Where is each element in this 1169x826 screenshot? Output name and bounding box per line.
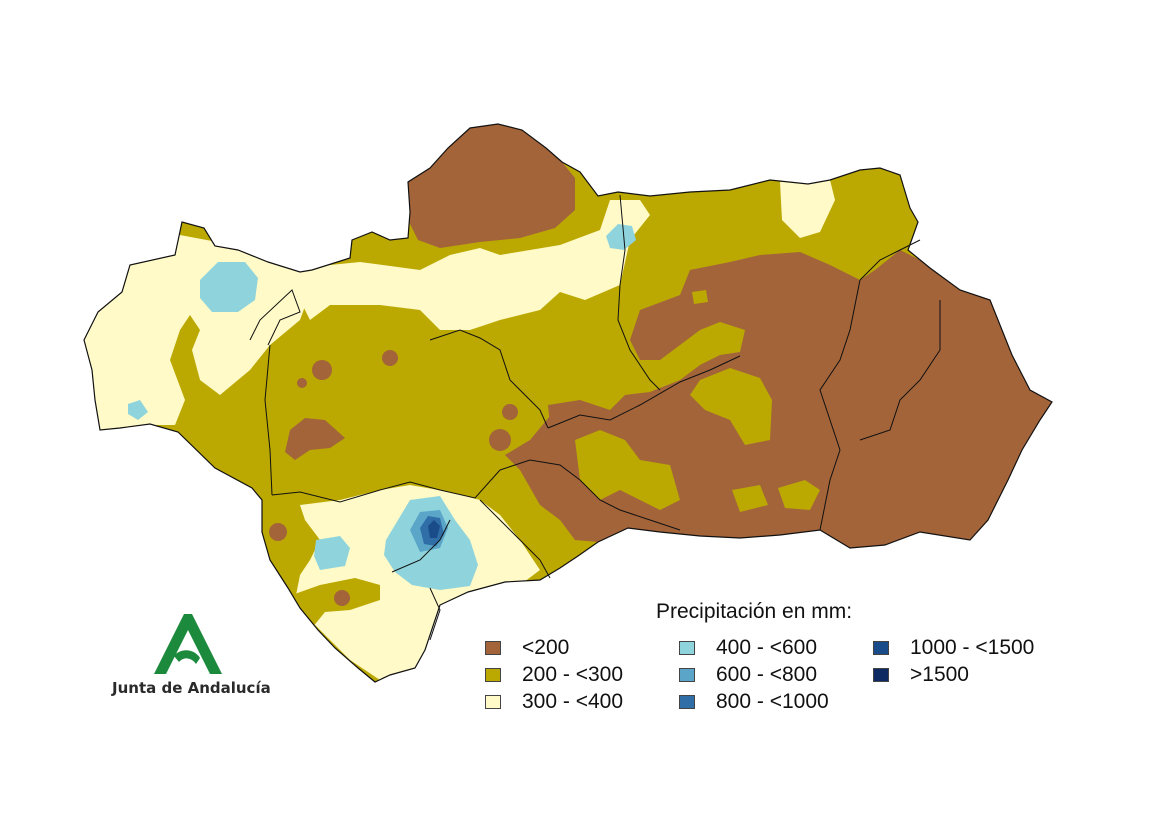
border-cordoba-jaen <box>617 194 661 391</box>
zone-200-300-east-2 <box>575 430 680 510</box>
zone-200-300-east-5 <box>692 290 708 304</box>
zone-lt200-sw-1 <box>269 523 287 541</box>
legend-label: 200 - <300 <box>522 663 624 686</box>
zone-300-400-north <box>300 200 650 330</box>
legend-item: 1000 - <1500 <box>873 636 1035 659</box>
zone-200-300-east-3 <box>732 485 768 512</box>
andalucia-outline <box>83 123 1053 683</box>
zone-200-300-east-1 <box>690 368 772 445</box>
legend-item: 800 - <1000 <box>679 690 829 713</box>
legend-title: Precipitación en mm: <box>656 600 853 623</box>
legend-label: >1500 <box>910 663 969 686</box>
border-cadiz-south <box>429 587 441 641</box>
border-cadiz-malaga <box>391 519 451 573</box>
zone-400-600-huelva <box>200 262 258 312</box>
legend-label: 400 - <600 <box>716 636 818 659</box>
zone-400-600-north <box>606 224 636 250</box>
legend-item: <200 <box>485 636 570 659</box>
legend-label: 300 - <400 <box>522 690 624 713</box>
zone-300-400-ne <box>780 180 835 238</box>
zone-lt200-center-3 <box>382 350 398 366</box>
border-huelva-sevilla-2 <box>264 344 273 496</box>
legend-swatch <box>873 668 889 682</box>
border-jaen-granada <box>547 355 741 429</box>
legend-label: 800 - <1000 <box>716 690 829 713</box>
border-malaga-granada <box>499 459 681 531</box>
legend-swatch <box>679 695 695 709</box>
legend-item: 600 - <800 <box>679 663 818 686</box>
province-borders <box>249 194 941 641</box>
legend-swatch <box>485 641 501 655</box>
border-almeria-2 <box>859 300 941 441</box>
zone-lt200-north <box>408 124 575 248</box>
zone-lt200-center-1 <box>285 418 345 460</box>
zone-lt200-center-4 <box>502 404 518 420</box>
junta-a-icon <box>154 614 222 674</box>
legend-label: 600 - <800 <box>716 663 818 686</box>
junta-logo-text: Junta de Andalucía <box>112 679 271 697</box>
legend-item: >1500 <box>873 663 969 686</box>
border-malaga-cadiz <box>479 499 551 579</box>
zone-lt200-center-7 <box>548 400 600 432</box>
zone-400-600-west <box>128 400 148 420</box>
legend-swatch <box>485 695 501 709</box>
zone-200-300-east-4 <box>778 480 820 510</box>
legend: Precipitación en mm: <200 200 - <300 300 -… <box>485 600 1085 730</box>
legend-item: 300 - <400 <box>485 690 624 713</box>
border-sevilla-cordoba <box>429 329 549 429</box>
legend-item: 200 - <300 <box>485 663 624 686</box>
zone-lt200-center-6 <box>297 378 307 388</box>
legend-swatch <box>679 641 695 655</box>
zone-1000-1500 <box>428 520 440 538</box>
junta-logo: Junta de Andalucía <box>112 612 271 702</box>
zone-400-600-cadiz-1 <box>314 536 350 570</box>
legend-label: <200 <box>522 636 570 659</box>
zone-lt200-center-2 <box>312 360 332 380</box>
legend-swatch <box>873 641 889 655</box>
zone-lt200-sw-2 <box>334 590 350 606</box>
legend-item: 400 - <600 <box>679 636 818 659</box>
legend-swatch <box>679 668 695 682</box>
zone-lt200-center-5 <box>489 429 511 451</box>
border-granada-almeria <box>819 279 861 531</box>
legend-swatch <box>485 668 501 682</box>
legend-label: 1000 - <1500 <box>910 636 1035 659</box>
border-huelva-sevilla <box>249 289 301 346</box>
border-sevilla-cadiz <box>271 469 501 503</box>
